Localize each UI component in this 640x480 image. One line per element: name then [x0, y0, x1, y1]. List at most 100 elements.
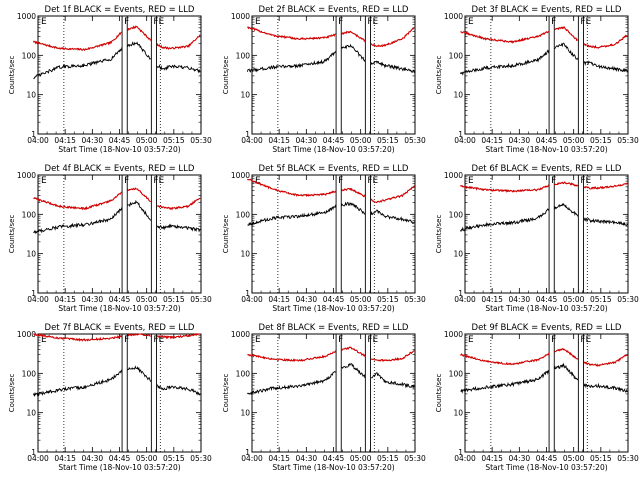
x-tick-label: 04:45 — [323, 295, 345, 304]
panel-title: Det 3f BLACK = Events, RED = LLD — [472, 5, 622, 15]
x-tick-label: 04:15 — [54, 295, 76, 304]
y-tick-label: 100 — [449, 210, 464, 219]
y-tick-label: 100 — [22, 51, 37, 60]
region-label: E — [468, 176, 474, 186]
region-label: E — [586, 176, 592, 186]
region-label: E — [373, 17, 379, 27]
x-tick-label: 04:45 — [536, 454, 558, 463]
x-tick-label: 04:45 — [323, 454, 345, 463]
region-label: F — [153, 176, 158, 186]
y-axis-label: Counts/sec — [435, 56, 443, 95]
y-tick-label: 1 — [31, 130, 36, 139]
region-label: F — [124, 176, 129, 186]
region-label: E — [41, 335, 47, 345]
x-tick-label: 04:15 — [481, 295, 503, 304]
x-tick-label: 04:15 — [268, 136, 290, 145]
region-label: F — [338, 176, 343, 186]
x-tick-label: 05:15 — [163, 136, 185, 145]
lld-series-line — [246, 178, 415, 204]
x-tick-label: 05:15 — [590, 136, 612, 145]
x-tick-label: 05:15 — [590, 454, 612, 463]
x-tick-label: 05:30 — [190, 454, 212, 463]
region-label: F — [153, 335, 158, 345]
region-label: F — [551, 335, 556, 345]
plot-frame — [251, 15, 416, 135]
x-tick-label: 04:30 — [82, 295, 104, 304]
x-tick-label: 04:15 — [268, 295, 290, 304]
x-tick-label: 04:15 — [481, 454, 503, 463]
y-tick-label: 10 — [240, 409, 250, 418]
x-tick-label: 05:30 — [617, 136, 639, 145]
y-tick-label: 100 — [449, 369, 464, 378]
plot-frame — [37, 174, 202, 294]
y-tick-label: 1 — [31, 289, 36, 298]
region-label: E — [255, 17, 261, 27]
y-tick-label: 1000 — [231, 171, 250, 180]
lld-series-line — [247, 26, 415, 48]
x-tick-label: 05:15 — [377, 454, 399, 463]
y-tick-label: 1000 — [17, 330, 36, 339]
y-axis-label: Counts/sec — [222, 215, 230, 254]
x-tick-label: 04:00 — [27, 454, 49, 463]
region-label: E — [159, 17, 165, 27]
x-tick-label: 05:15 — [377, 295, 399, 304]
region-label: E — [159, 176, 165, 186]
x-tick-label: 04:30 — [296, 454, 318, 463]
x-tick-label: 05:00 — [136, 136, 158, 145]
region-label: E — [586, 335, 592, 345]
y-tick-label: 100 — [22, 210, 37, 219]
x-tick-label: 04:30 — [82, 454, 104, 463]
x-tick-label: 05:30 — [190, 136, 212, 145]
x-tick-label: 04:15 — [268, 454, 290, 463]
x-axis-label: Start Time (18-Nov-10 03:57:20) — [58, 463, 180, 472]
region-label: F — [124, 335, 129, 345]
panel-title: Det 8f BLACK = Events, RED = LLD — [259, 323, 409, 333]
plot-frame — [464, 15, 629, 135]
y-axis-label: Counts/sec — [8, 215, 16, 254]
y-axis-label: Counts/sec — [435, 215, 443, 254]
y-tick-label: 1000 — [231, 12, 250, 21]
x-tick-label: 04:30 — [509, 295, 531, 304]
x-tick-label: 04:30 — [509, 454, 531, 463]
x-tick-label: 05:00 — [350, 136, 372, 145]
x-tick-label: 05:00 — [563, 136, 585, 145]
y-axis-label: Counts/sec — [222, 56, 230, 95]
x-tick-label: 05:30 — [190, 295, 212, 304]
region-label: E — [586, 17, 592, 27]
plot-frame — [464, 333, 629, 453]
y-tick-label: 1 — [245, 289, 250, 298]
x-axis-label: Start Time (18-Nov-10 03:57:20) — [485, 304, 607, 313]
lld-series-line — [247, 346, 415, 363]
x-axis-label: Start Time (18-Nov-10 03:57:20) — [272, 304, 394, 313]
x-tick-label: 05:15 — [377, 136, 399, 145]
y-tick-label: 10 — [453, 409, 463, 418]
x-tick-label: 05:30 — [404, 295, 426, 304]
x-tick-label: 04:00 — [241, 454, 263, 463]
events-series-line — [460, 202, 628, 233]
region-label: F — [124, 17, 129, 27]
x-tick-label: 04:00 — [27, 295, 49, 304]
region-label: E — [159, 335, 165, 345]
x-tick-label: 05:30 — [617, 454, 639, 463]
y-tick-label: 1 — [31, 448, 36, 457]
region-label: F — [338, 335, 343, 345]
region-label: E — [468, 17, 474, 27]
x-tick-label: 04:30 — [82, 136, 104, 145]
y-tick-label: 1 — [245, 448, 250, 457]
region-label: E — [255, 335, 261, 345]
events-series-line — [33, 41, 201, 80]
events-series-line — [32, 365, 201, 397]
region-label: F — [153, 17, 158, 27]
region-label: F — [551, 176, 556, 186]
x-tick-label: 04:00 — [241, 295, 263, 304]
lld-series-line — [460, 347, 628, 367]
x-tick-label: 04:45 — [109, 454, 131, 463]
region-label: E — [41, 176, 47, 186]
y-tick-label: 10 — [240, 250, 250, 259]
region-label: E — [373, 176, 379, 186]
y-tick-label: 10 — [453, 250, 463, 259]
